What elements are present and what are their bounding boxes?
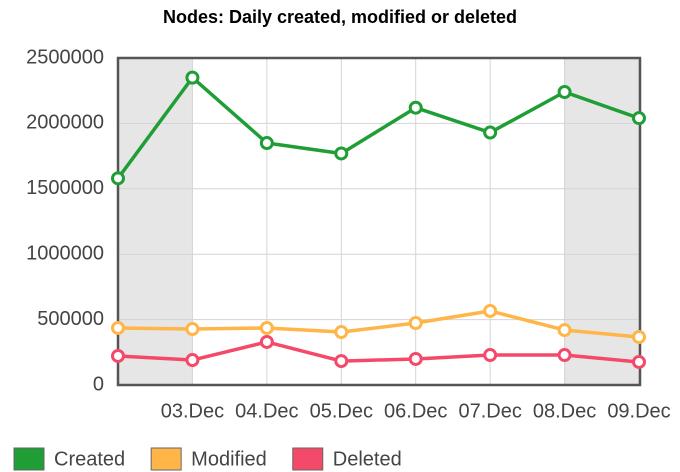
data-point <box>185 322 200 337</box>
x-tick-label: 06.Dec <box>384 400 447 422</box>
data-point <box>259 136 274 151</box>
data-point <box>111 320 125 335</box>
data-point <box>334 146 349 161</box>
data-point <box>259 334 274 349</box>
data-point <box>557 85 572 100</box>
y-tick-label: 2000000 <box>26 112 104 134</box>
series-line <box>116 75 640 180</box>
data-point <box>483 348 498 363</box>
legend-swatch <box>13 447 45 471</box>
legend-swatch <box>292 447 324 471</box>
data-point <box>408 100 423 115</box>
series-line <box>117 309 640 339</box>
y-tick-label: 2500000 <box>26 46 104 68</box>
chart-title: Nodes: Daily created, modified or delete… <box>163 7 517 27</box>
legend-label: Created <box>54 448 125 470</box>
data-point <box>185 70 200 85</box>
data-point <box>334 325 349 340</box>
data-point <box>632 329 646 344</box>
data-point <box>259 320 274 335</box>
y-tick-label: 0 <box>93 373 104 395</box>
data-point <box>632 354 646 369</box>
shaded-region <box>118 58 192 385</box>
data-point <box>334 354 349 369</box>
y-tick-label: 500000 <box>37 308 104 330</box>
legend-label: Modified <box>191 448 267 470</box>
data-point <box>557 348 572 363</box>
y-tick-label: 1000000 <box>26 242 104 264</box>
legend-swatch <box>150 447 182 471</box>
data-point <box>483 125 498 140</box>
series-line <box>117 340 640 364</box>
x-tick-label: 03.Dec <box>161 400 224 422</box>
data-point <box>632 111 646 126</box>
x-tick-label: 05.Dec <box>310 400 373 422</box>
legend-label: Deleted <box>333 448 402 470</box>
data-point <box>408 316 423 331</box>
x-tick-label: 08.Dec <box>533 400 596 422</box>
y-tick-label: 1500000 <box>26 177 104 199</box>
data-point <box>111 171 125 186</box>
data-point <box>111 348 125 363</box>
data-point <box>557 323 572 338</box>
data-point <box>483 303 498 318</box>
data-point <box>185 353 200 368</box>
x-tick-label: 09.Dec <box>607 400 670 422</box>
plot-border <box>116 56 642 387</box>
x-tick-label: 04.Dec <box>235 400 298 422</box>
x-tick-label: 07.Dec <box>458 400 521 422</box>
data-point <box>408 351 423 366</box>
